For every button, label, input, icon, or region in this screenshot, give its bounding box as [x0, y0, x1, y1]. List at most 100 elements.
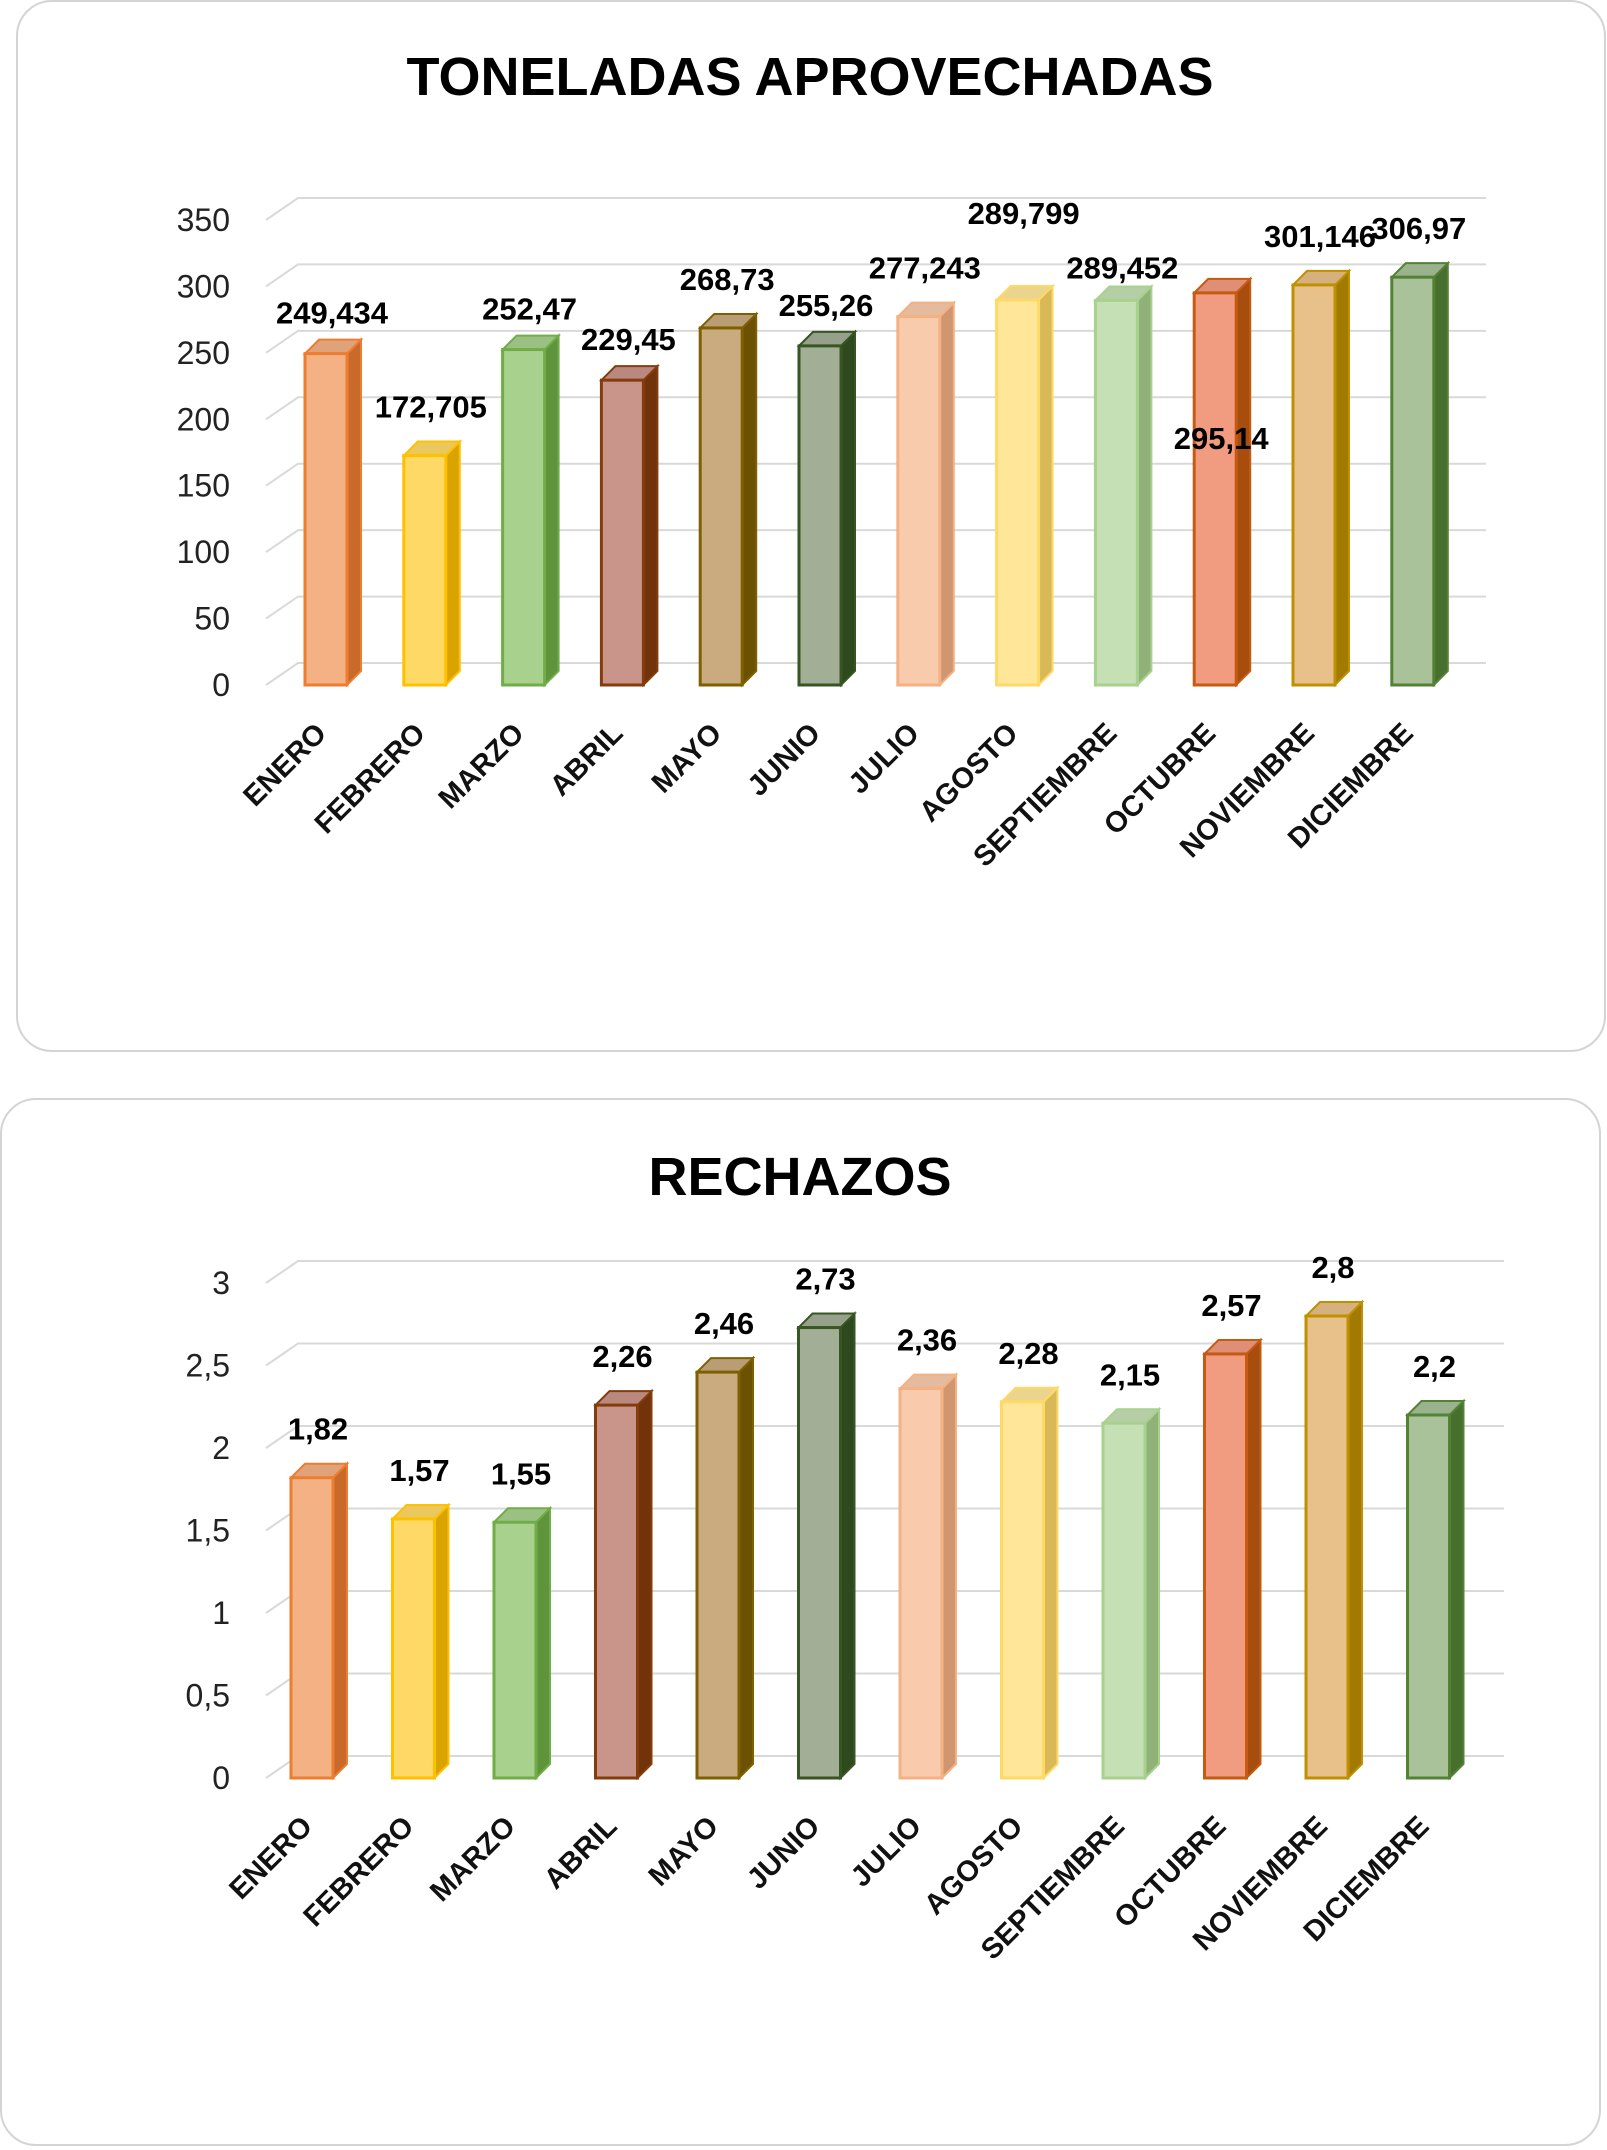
data-label-toneladas-10: 301,146 [1264, 219, 1376, 254]
x-tick-label-rechazos-1: FEBRERO [298, 1810, 421, 1933]
bar-front-toneladas-10 [1291, 283, 1337, 687]
data-label-rechazos-5: 2,73 [795, 1262, 855, 1297]
y-tick-label-rechazos-0: 0 [212, 1760, 230, 1796]
x-tick-label-rechazos-4: MAYO [643, 1810, 725, 1892]
y-tick-label-rechazos-5: 2,5 [186, 1348, 230, 1384]
data-label-toneladas-5: 255,26 [779, 288, 874, 323]
data-label-rechazos-11: 2,2 [1413, 1349, 1456, 1384]
data-label-rechazos-9: 2,57 [1201, 1288, 1261, 1323]
x-tick-label-rechazos-5: JUNIO [741, 1810, 826, 1895]
data-label-rechazos-3: 2,26 [592, 1339, 652, 1374]
bar-rechazos-febrero [390, 1502, 451, 1781]
bar-side-toneladas-11 [1432, 260, 1449, 688]
bar-front-rechazos-2 [492, 1520, 538, 1780]
gridline-toneladas-4 [265, 396, 1486, 421]
gridline-toneladas-3 [265, 462, 1486, 487]
y-tick-label-rechazos-6: 3 [212, 1265, 230, 1301]
x-tick-label-toneladas-0: ENERO [237, 717, 333, 813]
bar-side-rechazos-8 [1144, 1406, 1160, 1781]
bar-rechazos-marzo [491, 1505, 553, 1781]
data-label-rechazos-1: 1,57 [389, 1453, 449, 1488]
bar-rechazos-abril [593, 1388, 654, 1781]
bar-toneladas-mayo [697, 311, 759, 688]
data-label-toneladas-11: 306,97 [1371, 211, 1466, 246]
chart-title-toneladas: TONELADAS APROVECHADAS [406, 47, 1213, 107]
y-tick-label-toneladas-1: 50 [194, 601, 230, 637]
bar-front-toneladas-11 [1390, 275, 1436, 687]
bar-side-rechazos-10 [1347, 1299, 1363, 1781]
bar-side-toneladas-9 [1235, 276, 1252, 688]
bar-toneladas-septiembre [1092, 284, 1154, 688]
bar-front-toneladas-3 [599, 378, 645, 687]
bar-front-toneladas-0 [303, 352, 349, 687]
gridline-rechazos-6 [265, 1260, 1504, 1284]
bar-front-rechazos-1 [391, 1517, 436, 1780]
data-label-rechazos-10: 2,8 [1311, 1250, 1354, 1285]
x-tick-label-rechazos-6: JULIO [845, 1810, 928, 1893]
bar-rechazos-julio [897, 1372, 959, 1781]
bar-side-rechazos-3 [636, 1388, 653, 1781]
bar-toneladas-diciembre [1389, 260, 1451, 688]
x-tick-label-toneladas-2: MARZO [433, 717, 531, 815]
data-label-rechazos-4: 2,46 [694, 1306, 754, 1341]
bar-front-rechazos-0 [289, 1476, 335, 1780]
data-label-toneladas-3: 229,45 [581, 322, 676, 357]
bar-side-toneladas-8 [1136, 284, 1153, 688]
bar-front-toneladas-6 [896, 315, 942, 687]
bar-front-toneladas-4 [698, 326, 744, 687]
bar-front-rechazos-11 [1406, 1413, 1451, 1780]
y-tick-label-toneladas-2: 100 [177, 534, 230, 570]
bar-front-rechazos-9 [1203, 1352, 1248, 1780]
gridline-toneladas-2 [265, 529, 1486, 553]
y-tick-label-rechazos-3: 1,5 [186, 1513, 230, 1549]
bar-front-rechazos-3 [594, 1403, 639, 1780]
gridline-toneladas-7 [265, 197, 1486, 221]
bar-rechazos-noviembre [1303, 1299, 1365, 1781]
bar-toneladas-junio [796, 329, 858, 688]
data-label-rechazos-2: 1,55 [491, 1456, 551, 1491]
data-label-rechazos-7: 2,28 [998, 1336, 1058, 1371]
data-label-toneladas-0: 249,434 [276, 296, 389, 331]
y-tick-label-toneladas-5: 250 [177, 335, 230, 371]
y-tick-label-toneladas-0: 0 [212, 667, 230, 703]
bar-toneladas-abril [598, 363, 660, 688]
x-tick-label-rechazos-3: ABRIL [538, 1810, 623, 1895]
bar-rechazos-agosto [999, 1385, 1060, 1781]
bar-side-rechazos-5 [839, 1311, 856, 1781]
y-tick-label-toneladas-3: 150 [177, 468, 230, 504]
bar-side-rechazos-4 [738, 1355, 754, 1781]
bar-front-toneladas-7 [995, 298, 1041, 687]
bar-rechazos-junio [796, 1311, 857, 1781]
chart-rechazos: 0 0,5 1 1,5 2 2,5 3 1,82 ENERO 1,57 FEBRERO 1,55 MAR… [186, 1250, 1504, 1966]
bar-side-toneladas-4 [741, 311, 758, 688]
bar-front-toneladas-2 [501, 348, 547, 687]
data-label-toneladas-6: 277,243 [869, 251, 981, 286]
bar-toneladas-agosto [994, 283, 1056, 688]
y-tick-label-toneladas-6: 300 [177, 268, 230, 304]
bar-side-toneladas-2 [543, 333, 560, 688]
y-tick-label-toneladas-4: 200 [177, 401, 230, 437]
bar-side-toneladas-1 [444, 439, 461, 688]
bar-side-toneladas-10 [1334, 268, 1350, 688]
data-label-toneladas-4: 268,73 [680, 262, 775, 297]
x-tick-label-rechazos-2: MARZO [424, 1810, 522, 1908]
gridline-toneladas-6 [265, 263, 1486, 288]
bar-side-rechazos-7 [1042, 1385, 1059, 1781]
data-label-toneladas-8: 289,452 [1066, 250, 1178, 285]
bar-front-toneladas-8 [1093, 298, 1139, 687]
data-label-rechazos-0: 1,82 [288, 1412, 348, 1447]
bar-side-toneladas-3 [642, 363, 659, 688]
gridline-rechazos-5 [265, 1342, 1504, 1367]
bar-side-rechazos-6 [941, 1372, 957, 1781]
bar-side-rechazos-2 [535, 1505, 551, 1781]
y-tick-label-rechazos-1: 0,5 [186, 1678, 230, 1714]
bar-rechazos-mayo [694, 1355, 756, 1781]
bar-rechazos-octubre [1202, 1337, 1263, 1781]
bar-front-rechazos-4 [695, 1370, 741, 1780]
bar-side-toneladas-5 [840, 329, 856, 688]
y-tick-label-rechazos-4: 2 [212, 1430, 230, 1466]
bar-rechazos-diciembre [1405, 1398, 1466, 1781]
bar-side-toneladas-7 [1037, 283, 1054, 688]
gridline-toneladas-5 [265, 329, 1486, 354]
bar-side-toneladas-0 [346, 337, 362, 688]
